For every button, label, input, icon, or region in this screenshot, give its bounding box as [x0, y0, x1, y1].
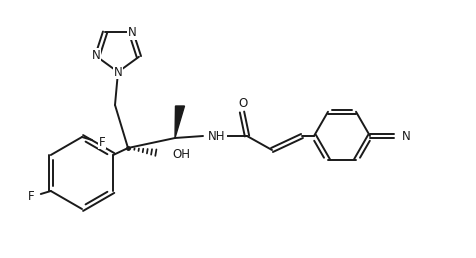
Text: OH: OH: [172, 149, 189, 162]
Text: N: N: [127, 26, 136, 39]
Text: O: O: [238, 96, 247, 109]
Text: N: N: [91, 49, 100, 62]
Text: F: F: [28, 189, 34, 203]
Text: N: N: [113, 66, 122, 78]
Text: NH: NH: [208, 130, 225, 142]
Text: N: N: [401, 130, 410, 142]
Polygon shape: [175, 106, 184, 138]
Text: F: F: [99, 135, 105, 149]
